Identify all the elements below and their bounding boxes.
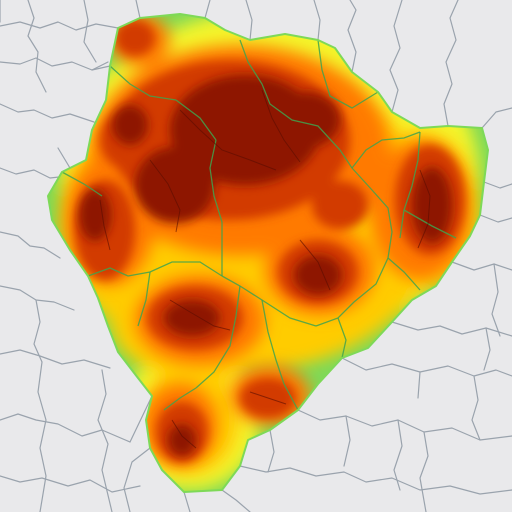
region-outline	[47, 13, 489, 493]
drainage-lines	[99, 89, 431, 449]
inner-boundaries	[61, 39, 457, 411]
